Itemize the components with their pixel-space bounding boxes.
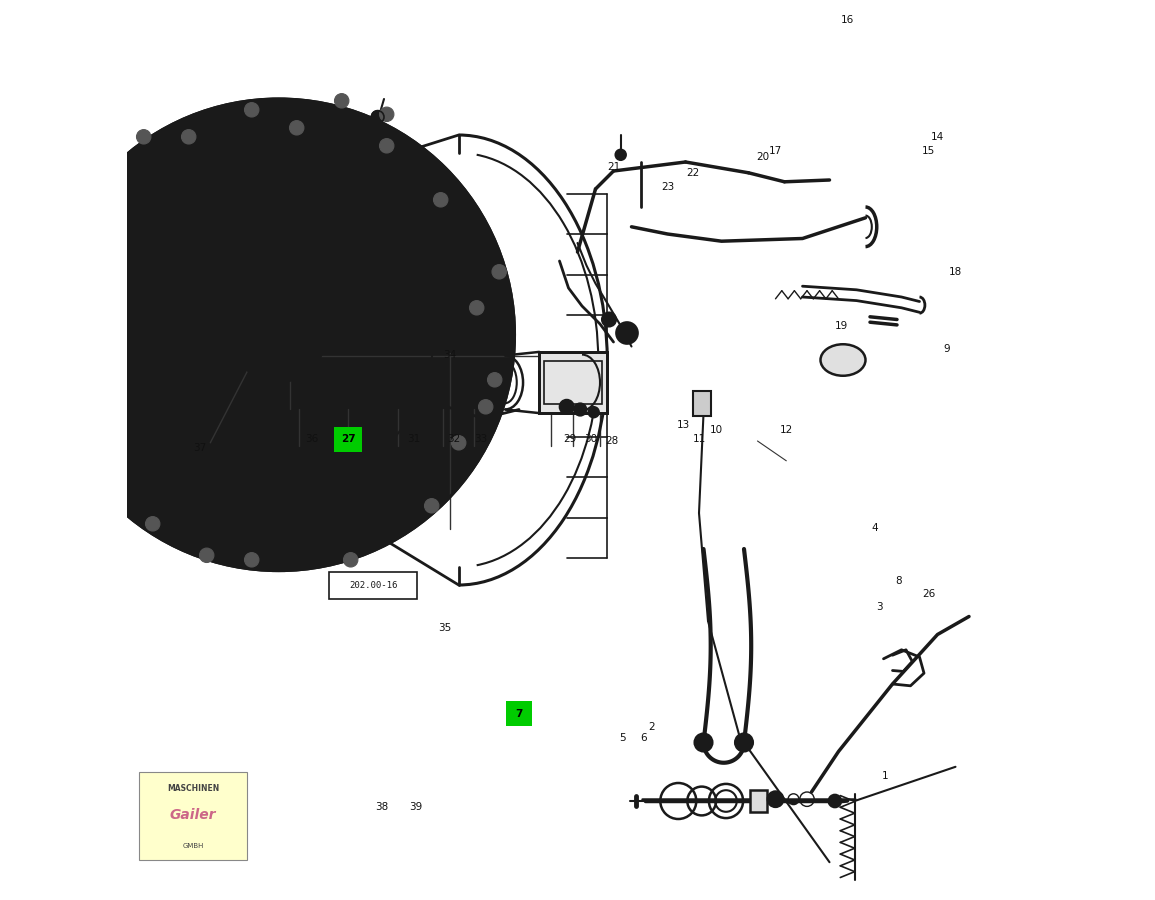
FancyBboxPatch shape	[140, 772, 247, 860]
Circle shape	[181, 130, 196, 144]
Text: 11: 11	[692, 434, 706, 445]
Text: 7: 7	[515, 708, 523, 719]
Text: 31: 31	[407, 434, 420, 445]
Circle shape	[492, 265, 506, 279]
Text: 23: 23	[661, 182, 675, 193]
Text: 35: 35	[438, 623, 450, 634]
Circle shape	[469, 301, 484, 315]
Circle shape	[74, 220, 88, 234]
Text: 8: 8	[895, 575, 902, 586]
Circle shape	[735, 734, 753, 752]
Circle shape	[43, 99, 514, 571]
Bar	[184, 375, 195, 392]
Circle shape	[433, 193, 448, 207]
Circle shape	[110, 485, 124, 500]
Bar	[329, 572, 417, 598]
Circle shape	[478, 400, 493, 414]
Circle shape	[602, 312, 617, 327]
Bar	[539, 352, 606, 413]
Circle shape	[380, 107, 394, 122]
Text: 5: 5	[619, 733, 626, 743]
Text: 12: 12	[780, 425, 793, 436]
Text: 14: 14	[931, 131, 944, 142]
Circle shape	[335, 94, 349, 108]
Circle shape	[136, 130, 151, 144]
Circle shape	[617, 322, 638, 344]
Text: 10: 10	[709, 425, 723, 436]
Text: 36: 36	[305, 434, 319, 445]
Bar	[751, 790, 767, 812]
Text: 3: 3	[875, 601, 882, 612]
Text: 15: 15	[922, 146, 936, 157]
Circle shape	[74, 418, 88, 432]
Text: 34: 34	[444, 350, 456, 361]
Bar	[544, 361, 602, 404]
Bar	[693, 391, 710, 416]
Text: 37: 37	[193, 443, 206, 454]
Circle shape	[380, 139, 394, 153]
Text: 38: 38	[374, 802, 388, 813]
Text: 32: 32	[447, 434, 460, 445]
Circle shape	[574, 403, 587, 416]
Circle shape	[146, 517, 159, 531]
Text: 18: 18	[949, 266, 962, 277]
Text: GMBH: GMBH	[182, 843, 204, 850]
Text: 33: 33	[474, 434, 487, 445]
Text: 16: 16	[841, 14, 855, 25]
Circle shape	[694, 734, 713, 752]
FancyBboxPatch shape	[335, 427, 362, 452]
Text: 22: 22	[686, 167, 699, 178]
Circle shape	[200, 548, 214, 562]
Text: 26: 26	[922, 589, 936, 599]
Text: 2: 2	[648, 722, 655, 733]
Circle shape	[343, 553, 358, 567]
Text: MASCHINEN: MASCHINEN	[167, 784, 219, 793]
Text: 30: 30	[584, 434, 597, 445]
Circle shape	[487, 373, 502, 387]
Circle shape	[232, 288, 326, 382]
Text: 202.00-16: 202.00-16	[349, 580, 397, 590]
Text: 20: 20	[757, 152, 769, 163]
Circle shape	[828, 795, 841, 807]
Text: Gailer: Gailer	[170, 807, 216, 822]
Text: 4: 4	[871, 523, 878, 534]
Circle shape	[372, 111, 383, 123]
Circle shape	[290, 121, 304, 135]
Circle shape	[452, 436, 465, 450]
Text: 29: 29	[564, 434, 578, 445]
FancyBboxPatch shape	[506, 701, 532, 726]
Circle shape	[245, 553, 259, 567]
Text: 21: 21	[606, 161, 620, 172]
Circle shape	[245, 103, 259, 117]
Text: 28: 28	[605, 436, 618, 446]
Text: 1: 1	[882, 770, 888, 781]
Text: 13: 13	[677, 419, 691, 430]
Text: 6: 6	[640, 733, 647, 743]
Circle shape	[252, 308, 306, 362]
Circle shape	[767, 791, 783, 807]
Bar	[539, 352, 606, 413]
Text: 39: 39	[409, 802, 422, 813]
Text: 17: 17	[769, 146, 782, 157]
Circle shape	[55, 310, 70, 324]
Text: 27: 27	[341, 434, 356, 445]
Text: 19: 19	[835, 320, 848, 331]
Text: 9: 9	[944, 344, 949, 355]
Ellipse shape	[820, 344, 865, 376]
Circle shape	[588, 407, 599, 418]
Circle shape	[559, 400, 574, 414]
Circle shape	[425, 499, 439, 513]
Circle shape	[616, 149, 626, 160]
